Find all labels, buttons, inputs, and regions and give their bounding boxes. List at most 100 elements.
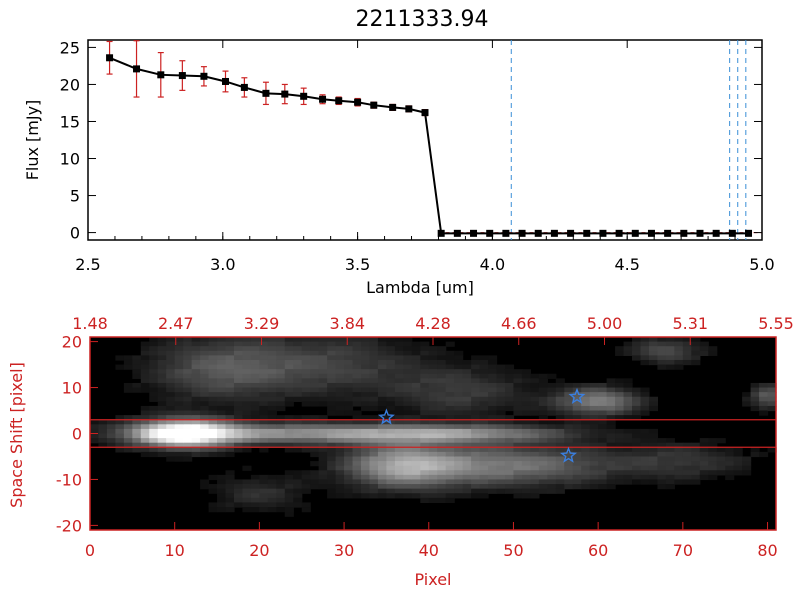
heatmap-cell xyxy=(217,373,227,379)
heatmap-cell xyxy=(183,392,193,398)
heatmap-cell xyxy=(157,447,167,453)
heatmap-cell xyxy=(420,350,430,356)
heatmap-cell xyxy=(344,451,354,458)
heatmap-cell xyxy=(521,447,531,453)
shift-tick-label: 0 xyxy=(72,425,82,444)
heatmap-cell xyxy=(301,479,311,485)
heatmap-cell xyxy=(191,378,201,384)
heatmap-cell xyxy=(437,428,447,435)
heatmap-cell xyxy=(183,369,193,375)
heatmap-cell xyxy=(233,369,244,375)
heatmap-cell xyxy=(589,424,599,430)
heatmap-cell xyxy=(488,382,498,389)
heatmap-cell xyxy=(555,461,565,467)
heatmap-cell xyxy=(386,433,396,439)
heatmap-cell xyxy=(157,373,167,379)
heatmap-cell xyxy=(352,396,362,402)
heatmap-cell xyxy=(250,378,260,384)
heatmap-cell xyxy=(174,378,184,384)
heatmap-cell xyxy=(606,456,616,462)
heatmap-cell xyxy=(259,474,269,481)
heatmap-cell xyxy=(157,392,167,398)
heatmap-cell xyxy=(394,346,404,352)
heatmap-cell xyxy=(471,428,481,435)
wavelength-tick-label: 5.31 xyxy=(672,314,708,333)
heatmap-cell xyxy=(504,428,515,435)
heatmap-cell xyxy=(267,364,277,370)
heatmap-cell xyxy=(657,479,667,485)
heatmap-cell xyxy=(411,424,421,430)
heatmap-cell xyxy=(259,479,269,485)
heatmap-cell xyxy=(259,488,269,494)
heatmap-cell xyxy=(488,438,498,444)
heatmap-cell xyxy=(293,350,303,356)
heatmap-cell xyxy=(699,465,709,471)
heatmap-cell xyxy=(598,396,608,402)
heatmap-cell xyxy=(327,474,337,481)
heatmap-cell xyxy=(284,415,294,421)
heatmap-cell xyxy=(361,451,371,458)
heatmap-cell xyxy=(742,470,752,476)
heatmap-cell xyxy=(496,410,506,416)
heatmap-cell xyxy=(530,373,540,379)
heatmap-cell xyxy=(471,493,481,499)
heatmap-cell xyxy=(411,493,421,499)
y-tick-label: 15 xyxy=(60,112,80,131)
heatmap-cell xyxy=(479,355,489,361)
heatmap-cell xyxy=(674,479,684,485)
heatmap-cell xyxy=(149,451,159,458)
heatmap-cell xyxy=(657,350,667,356)
heatmap-cell xyxy=(403,387,413,393)
heatmap-cell xyxy=(657,442,667,448)
heatmap-cell xyxy=(293,419,303,425)
y-axis-label: Flux [mJy] xyxy=(23,100,42,181)
heatmap-cell xyxy=(250,497,260,504)
heatmap-cell xyxy=(428,497,438,504)
heatmap-cell xyxy=(267,484,277,490)
heatmap-cell xyxy=(267,415,277,421)
heatmap-cell xyxy=(403,461,413,467)
heatmap-cell xyxy=(225,410,235,416)
heatmap-cell xyxy=(98,438,108,444)
heatmap-cell xyxy=(411,405,421,412)
heatmap-cell xyxy=(708,465,718,471)
heatmap-cell xyxy=(327,359,337,366)
data-point xyxy=(281,90,289,98)
heatmap-cell xyxy=(276,497,286,504)
heatmap-cell xyxy=(361,488,371,494)
heatmap-cell xyxy=(657,359,667,366)
heatmap-cell xyxy=(166,373,176,379)
heatmap-cell xyxy=(606,415,616,421)
heatmap-cell xyxy=(327,419,337,425)
heatmap-cell xyxy=(437,456,447,462)
heatmap-cell xyxy=(386,382,396,389)
heatmap-cell xyxy=(369,346,379,352)
heatmap-cell xyxy=(267,405,277,412)
heatmap-cell xyxy=(276,396,286,402)
heatmap-cell xyxy=(454,461,464,467)
heatmap-cell xyxy=(445,465,455,471)
heatmap-cell xyxy=(335,456,345,462)
heatmap-cell xyxy=(445,424,455,430)
heatmap-cell xyxy=(369,465,379,471)
heatmap-cell xyxy=(386,387,396,393)
heatmap-cell xyxy=(310,415,320,421)
heatmap-cell xyxy=(521,433,531,439)
heatmap-cell xyxy=(335,461,345,467)
heatmap-cell xyxy=(267,424,277,430)
heatmap-cell xyxy=(293,428,303,435)
heatmap-cell xyxy=(369,392,379,398)
data-point xyxy=(178,72,186,80)
heatmap-cell xyxy=(242,424,252,430)
heatmap-cell xyxy=(369,396,379,402)
heatmap-cell xyxy=(665,364,675,370)
heatmap-cell xyxy=(648,474,659,481)
heatmap-cell xyxy=(208,346,218,352)
heatmap-cell xyxy=(572,465,582,471)
heatmap-cell xyxy=(301,392,311,398)
heatmap-cell xyxy=(225,401,235,407)
heatmap-cell xyxy=(750,405,760,412)
heatmap-cell xyxy=(377,396,388,402)
heatmap-cell xyxy=(462,451,472,458)
